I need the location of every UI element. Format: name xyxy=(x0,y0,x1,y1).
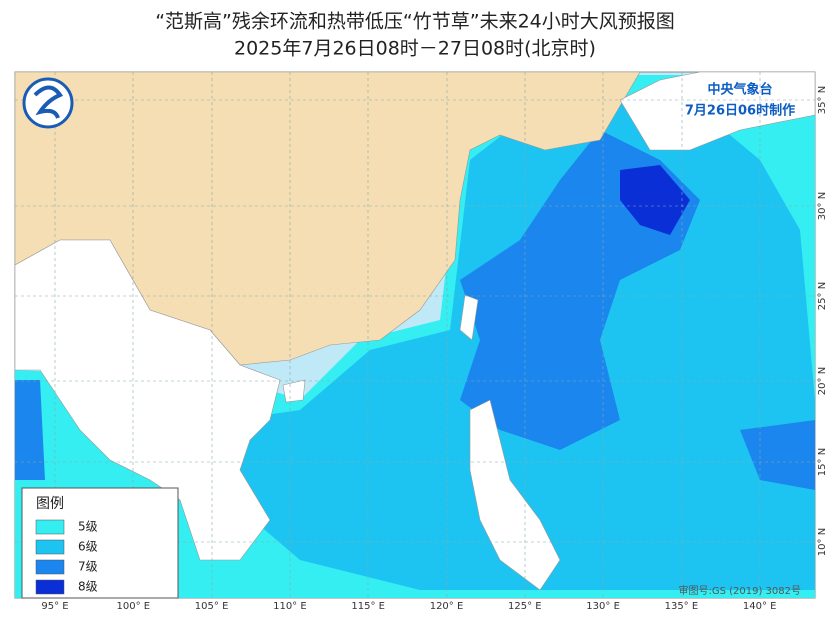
issuer-name: 中央气象台 xyxy=(707,82,772,98)
longitude-label: 110° E xyxy=(273,601,307,612)
legend-label: 5级 xyxy=(78,520,98,534)
longitude-label: 105° E xyxy=(195,601,229,612)
legend-swatch xyxy=(35,539,65,555)
latitude-label: 15° N xyxy=(817,448,828,476)
legend-label: 7级 xyxy=(78,560,98,574)
latitude-label: 20° N xyxy=(817,367,828,395)
approval-number: 审图号:GS (2019) 3082号 xyxy=(678,584,801,597)
longitude-label: 115° E xyxy=(351,601,385,612)
longitude-label: 100° E xyxy=(117,601,151,612)
map-subtitle: 2025年7月26日08时－27日08时(北京时) xyxy=(234,38,596,60)
latitude-label: 35° N xyxy=(817,86,828,114)
longitude-label: 135° E xyxy=(665,601,699,612)
latitude-label: 25° N xyxy=(817,282,828,310)
legend-swatch xyxy=(35,519,65,535)
longitude-label: 130° E xyxy=(586,601,620,612)
map-title: “范斯高”残余环流和热带低压“竹节草”未来24小时大风预报图 xyxy=(155,11,675,33)
legend-title: 图例 xyxy=(36,496,64,512)
axis-labels: 95° E 100° E 105° E 110° E 115° E 120° E 125° … xyxy=(41,86,828,612)
longitude-label: 120° E xyxy=(430,601,464,612)
legend-label: 6级 xyxy=(78,540,98,554)
latitude-label: 10° N xyxy=(817,528,828,556)
longitude-label: 125° E xyxy=(508,601,542,612)
longitude-label: 95° E xyxy=(41,601,68,612)
issuer-time: 7月26日06时制作 xyxy=(685,103,795,119)
legend: 图例 5级 6级 7级 8级 xyxy=(21,487,179,599)
legend-label: 8级 xyxy=(78,580,98,594)
longitude-label: 140° E xyxy=(743,601,777,612)
map-frame xyxy=(14,71,816,599)
latitude-label: 30° N xyxy=(817,192,828,220)
legend-swatch xyxy=(35,579,65,595)
legend-swatch xyxy=(35,559,65,575)
